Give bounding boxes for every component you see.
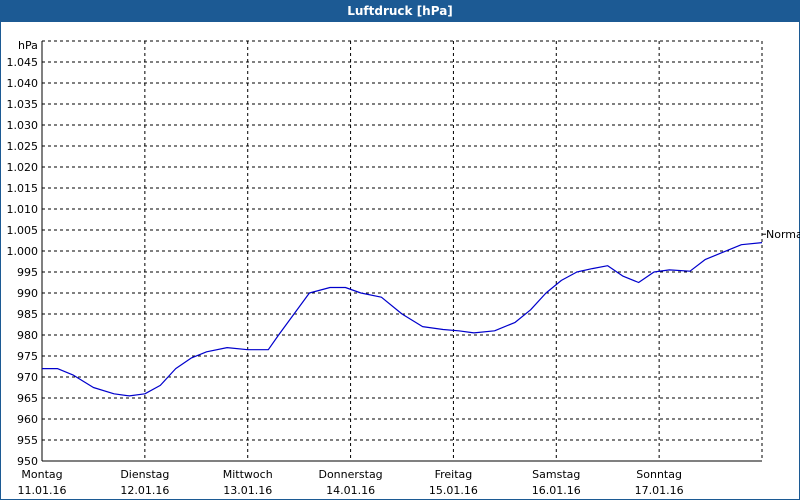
x-tick-day-label: Donnerstag bbox=[318, 468, 382, 481]
x-tick-day-label: Samstag bbox=[532, 468, 580, 481]
y-tick-label: 1.015 bbox=[7, 182, 39, 195]
y-axis-label: hPa bbox=[18, 39, 38, 52]
y-tick-label: 1.000 bbox=[7, 245, 39, 258]
y-tick-label: 955 bbox=[17, 434, 38, 447]
x-tick-date-label: 14.01.16 bbox=[326, 484, 375, 497]
y-tick-label: 990 bbox=[17, 287, 38, 300]
y-tick-label: 965 bbox=[17, 392, 38, 405]
y-tick-label: 1.010 bbox=[7, 203, 39, 216]
x-tick-date-label: 11.01.16 bbox=[18, 484, 67, 497]
y-tick-label: 1.030 bbox=[7, 119, 39, 132]
reference-label: Normal bbox=[766, 228, 800, 241]
y-tick-label: 975 bbox=[17, 350, 38, 363]
y-tick-label: 1.040 bbox=[7, 77, 39, 90]
y-tick-label: 1.035 bbox=[7, 98, 39, 111]
y-tick-label: 985 bbox=[17, 308, 38, 321]
x-tick-date-label: 16.01.16 bbox=[532, 484, 581, 497]
x-tick-date-label: 17.01.16 bbox=[635, 484, 684, 497]
x-tick-day-label: Dienstag bbox=[120, 468, 169, 481]
y-tick-label: 970 bbox=[17, 371, 38, 384]
x-tick-date-label: 15.01.16 bbox=[429, 484, 478, 497]
y-tick-label: 995 bbox=[17, 266, 38, 279]
x-tick-date-label: 13.01.16 bbox=[223, 484, 272, 497]
y-tick-label: 1.005 bbox=[7, 224, 39, 237]
y-tick-label: 1.025 bbox=[7, 140, 39, 153]
y-tick-label: 950 bbox=[17, 455, 38, 468]
x-tick-day-label: Montag bbox=[21, 468, 62, 481]
x-tick-day-label: Sonntag bbox=[636, 468, 682, 481]
x-tick-day-label: Freitag bbox=[435, 468, 473, 481]
x-tick-date-label: 12.01.16 bbox=[120, 484, 169, 497]
y-tick-label: 1.020 bbox=[7, 161, 39, 174]
x-tick-day-label: Mittwoch bbox=[223, 468, 273, 481]
y-tick-label: 1.045 bbox=[7, 56, 39, 69]
y-tick-label: 980 bbox=[17, 329, 38, 342]
chart-title: Luftdruck [hPa] bbox=[0, 0, 800, 22]
y-tick-label: 960 bbox=[17, 413, 38, 426]
pressure-series-line bbox=[42, 242, 763, 397]
